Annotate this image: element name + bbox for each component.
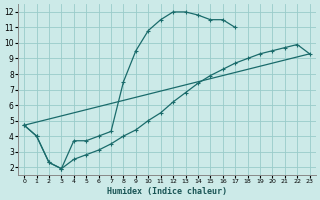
X-axis label: Humidex (Indice chaleur): Humidex (Indice chaleur) <box>107 187 227 196</box>
